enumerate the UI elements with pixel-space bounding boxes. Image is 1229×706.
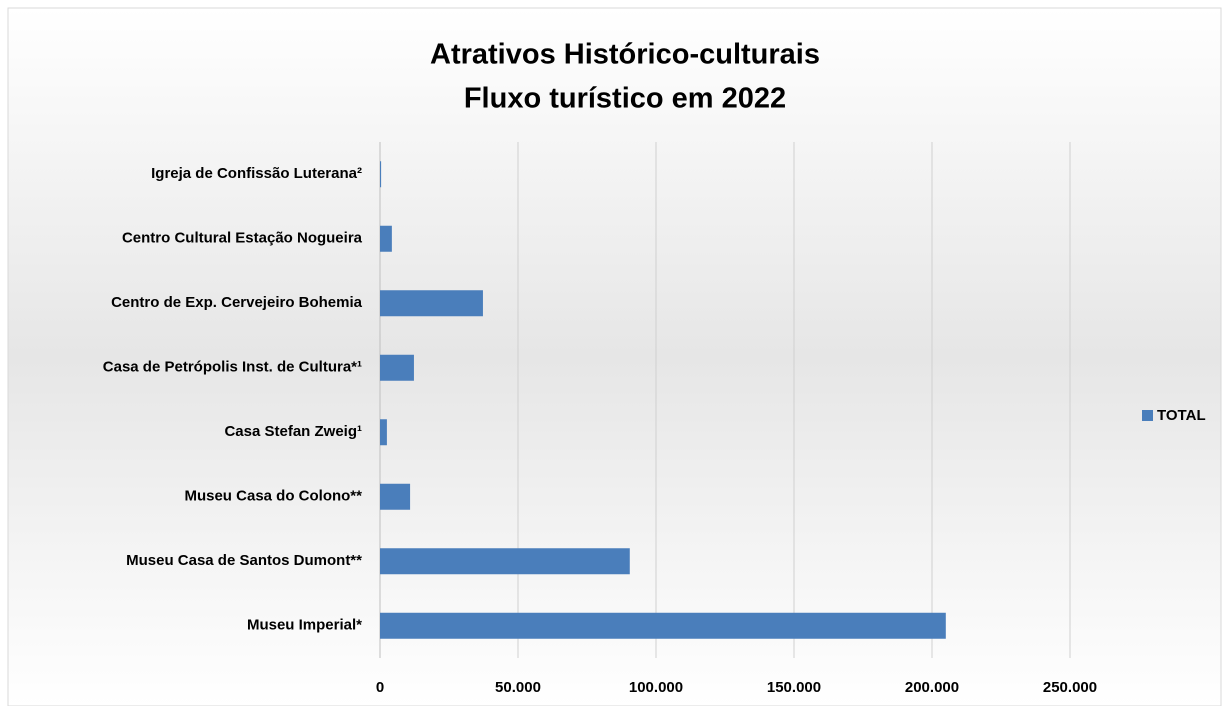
bar (380, 354, 414, 381)
bar (380, 161, 382, 188)
x-tick-label: 200.000 (905, 679, 959, 696)
bar (380, 612, 946, 639)
bar (380, 225, 392, 252)
bar (380, 290, 483, 317)
x-tick-label: 50.000 (495, 679, 541, 696)
bar (380, 548, 630, 575)
x-tick-label: 150.000 (767, 679, 821, 696)
y-tick-label: Museu Casa do Colono** (184, 488, 362, 505)
y-tick-label: Centro Cultural Estação Nogueira (122, 230, 363, 247)
x-tick-label: 100.000 (629, 679, 683, 696)
y-tick-label: Igreja de Confissão Luterana² (151, 165, 362, 182)
legend-label: TOTAL (1157, 407, 1206, 424)
bar (380, 419, 387, 446)
x-tick-label: 250.000 (1043, 679, 1097, 696)
legend-swatch (1142, 410, 1153, 421)
y-tick-label: Casa de Petrópolis Inst. de Cultura*¹ (103, 359, 362, 376)
y-tick-label: Casa Stefan Zweig¹ (224, 423, 362, 440)
chart-title: Atrativos Histórico-culturais (430, 39, 820, 71)
y-tick-label: Museu Imperial* (247, 617, 362, 634)
bar (380, 483, 411, 510)
y-tick-label: Centro de Exp. Cervejeiro Bohemia (111, 294, 363, 311)
chart-background (7, 7, 1222, 706)
y-tick-label: Museu Casa de Santos Dumont** (126, 552, 362, 569)
chart-subtitle: Fluxo turístico em 2022 (464, 83, 786, 115)
x-tick-label: 0 (376, 679, 384, 696)
